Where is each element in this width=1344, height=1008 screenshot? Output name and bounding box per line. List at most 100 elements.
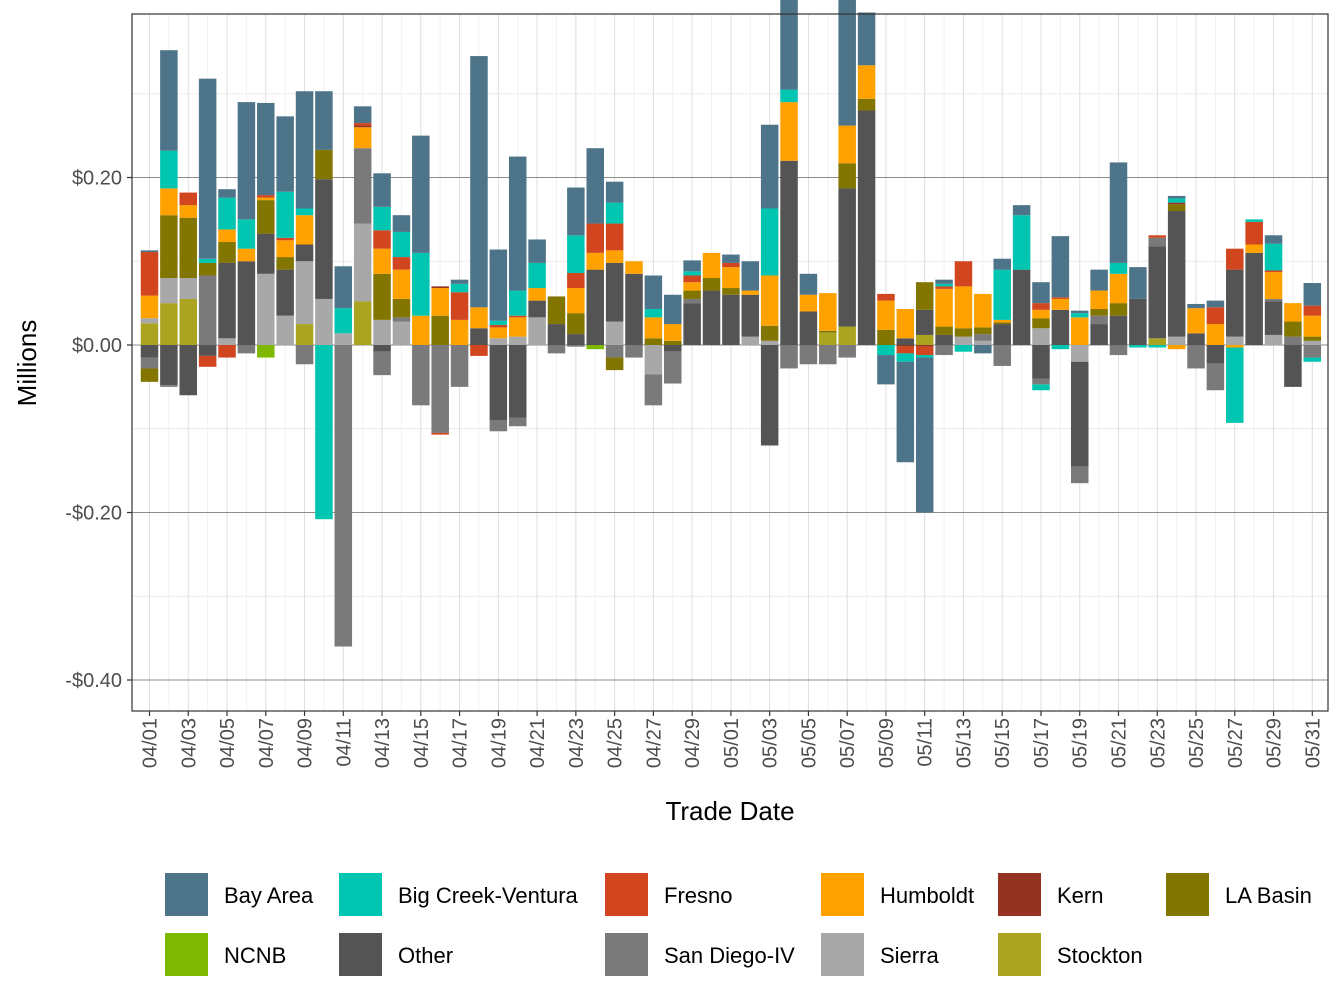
bar-segment-bay-area [1129,267,1147,299]
bar-segment-la-basin [218,241,236,263]
bar-segment-sierra [334,333,353,345]
bar-segment-la-basin [1090,308,1108,316]
bar-segment-humboldt [295,215,314,245]
bar-segment-humboldt [625,261,643,274]
bar-segment-bay-area [1187,303,1205,309]
bar-segment-other [1187,333,1205,345]
bar-segment-la-basin [683,290,701,299]
bar-segment-la-basin [431,315,449,345]
bar-segment-la-basin [954,328,973,337]
bar-segment-san-diego-iv [1090,315,1108,325]
bar-segment-other [915,309,934,335]
bar-stack-04-04 [198,78,217,367]
bar-segment-big-creek-ventura [877,345,895,356]
bar-segment-fresno [935,286,953,289]
bar-stack-05-02 [741,261,760,346]
bar-segment-bay-area [857,12,876,66]
bar-stack-05-27 [1226,248,1244,423]
bar-segment-san-diego-iv [838,345,856,358]
bar-segment-la-basin [1303,336,1322,341]
bar-stack-05-24 [1167,195,1186,350]
bar-segment-other [1284,345,1302,387]
x-tick-label: 04/13 [372,718,394,768]
bar-segment-bay-area [470,56,488,308]
bar-segment-humboldt [1167,345,1186,350]
bar-segment-fresno [218,345,236,358]
bar-segment-bay-area [1032,282,1050,304]
legend-label: Kern [1057,883,1103,908]
bar-segment-bay-area [373,173,391,207]
bar-segment-sierra [528,317,546,345]
bar-segment-humboldt [1303,315,1322,337]
bar-segment-big-creek-ventura [683,271,701,276]
bar-segment-other [1090,324,1108,345]
bar-segment-kern [431,286,449,289]
bar-segment-big-creek-ventura [528,262,546,289]
bar-segment-kern [353,125,372,128]
y-tick-label: $0.20 [72,168,122,190]
bar-segment-sierra [218,338,236,345]
legend-item-la-basin: LA Basin [1166,873,1312,916]
bar-stack-05-11 [915,282,934,513]
bar-segment-bay-area [780,0,798,90]
bar-segment-bay-area [586,148,604,224]
bar-segment-other [780,160,798,345]
y-tick-label: -$0.20 [65,503,122,525]
bar-segment-other [625,273,643,345]
bar-stack-04-05 [218,189,236,358]
bar-segment-big-creek-ventura [993,269,1011,320]
bar-segment-sierra [257,273,275,345]
bar-segment-big-creek-ventura [198,258,217,263]
bar-segment-la-basin [644,338,663,345]
x-tick-label: 04/05 [217,718,239,768]
bar-segment-humboldt [722,267,740,289]
bar-segment-sierra [760,340,779,345]
bar-segment-big-creek-ventura [1051,345,1070,350]
bar-segment-humboldt [935,288,953,327]
bar-segment-fresno [179,192,198,206]
bar-stack-05-19 [1070,310,1089,484]
bar-stack-04-15 [412,135,430,406]
bar-segment-other [1051,309,1070,345]
legend-item-sierra: Sierra [821,933,939,976]
bar-segment-fresno [508,315,527,318]
bar-segment-humboldt [683,282,701,291]
legend-swatch [339,873,382,916]
x-tick-label: 04/23 [566,718,588,768]
legend-label: Big Creek-Ventura [398,883,579,908]
bar-segment-san-diego-iv [567,345,585,347]
bar-segment-other [1167,211,1186,337]
legend-swatch [821,873,864,916]
panel-border [131,13,1329,712]
bar-segment-la-basin [160,215,178,278]
bar-segment-bay-area [1167,195,1186,199]
bar-segment-other [1226,269,1244,337]
bar-segment-other [470,328,488,345]
bar-stack-05-25 [1187,303,1205,369]
bar-segment-la-basin [1109,303,1128,316]
bar-segment-san-diego-iv [819,345,837,365]
bar-segment-bay-area [915,357,934,513]
bar-segment-la-basin [257,200,275,234]
bar-segment-fresno [586,223,604,253]
bar-segment-other [218,262,236,339]
y-tick-label: -$0.40 [65,670,122,692]
bar-segment-humboldt [218,229,236,242]
bar-segment-la-basin [392,298,411,318]
bar-stack-05-08 [857,12,876,345]
bar-segment-other [702,290,721,345]
bar-segment-humboldt [838,125,856,164]
bar-segment-la-basin [935,326,953,335]
bar-segment-stockton [819,332,837,345]
bar-segment-fresno [353,123,372,126]
bar-segment-humboldt [1187,308,1205,334]
bar-segment-big-creek-ventura [276,191,294,238]
bar-segment-fresno [1206,307,1225,325]
bar-stack-05-23 [1148,235,1167,348]
bar-segment-sierra [179,278,198,299]
bar-segment-san-diego-iv [295,345,314,365]
bar-segment-la-basin [315,149,333,180]
bar-segment-la-basin [877,329,895,345]
bar-segment-fresno [683,275,701,283]
